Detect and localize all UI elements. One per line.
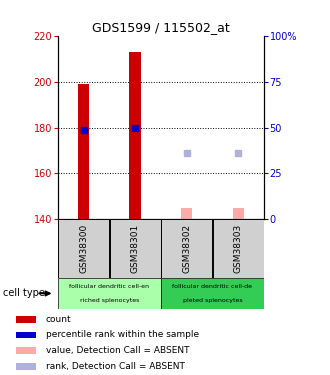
Text: GSM38303: GSM38303 xyxy=(234,224,243,273)
Bar xyxy=(16,347,36,354)
Text: cell type: cell type xyxy=(3,288,45,298)
Text: rank, Detection Call = ABSENT: rank, Detection Call = ABSENT xyxy=(46,362,184,371)
Text: GSM38300: GSM38300 xyxy=(79,224,88,273)
Bar xyxy=(58,278,161,309)
Bar xyxy=(16,332,36,338)
Bar xyxy=(16,363,36,370)
Text: follicular dendritic cell-en: follicular dendritic cell-en xyxy=(69,284,149,289)
Bar xyxy=(16,316,36,322)
Text: pleted splenocytes: pleted splenocytes xyxy=(182,298,242,303)
Text: percentile rank within the sample: percentile rank within the sample xyxy=(46,330,199,339)
Bar xyxy=(213,219,264,278)
Title: GDS1599 / 115502_at: GDS1599 / 115502_at xyxy=(92,21,230,34)
Bar xyxy=(58,219,109,278)
Text: GSM38301: GSM38301 xyxy=(131,224,140,273)
Bar xyxy=(161,278,264,309)
Bar xyxy=(110,219,161,278)
Bar xyxy=(181,208,192,219)
Bar xyxy=(78,84,89,219)
Text: count: count xyxy=(46,315,71,324)
Text: follicular dendritic cell-de: follicular dendritic cell-de xyxy=(173,284,252,289)
Bar xyxy=(233,208,244,219)
Text: GSM38302: GSM38302 xyxy=(182,224,191,273)
Text: value, Detection Call = ABSENT: value, Detection Call = ABSENT xyxy=(46,346,189,355)
Bar xyxy=(161,219,212,278)
Text: riched splenocytes: riched splenocytes xyxy=(80,298,139,303)
Bar xyxy=(129,52,141,219)
